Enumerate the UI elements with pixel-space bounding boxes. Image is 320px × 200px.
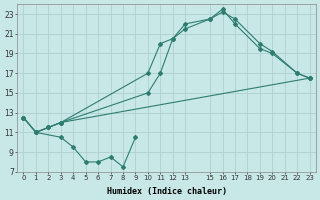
X-axis label: Humidex (Indice chaleur): Humidex (Indice chaleur) xyxy=(107,187,227,196)
